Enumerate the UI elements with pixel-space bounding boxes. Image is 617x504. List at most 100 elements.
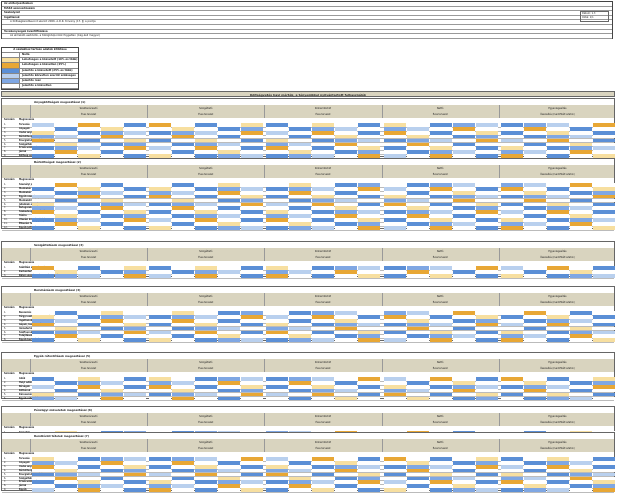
rating-cell[interactable]: [358, 322, 381, 327]
rating-cell[interactable]: [266, 218, 289, 222]
rating-cell[interactable]: [569, 123, 592, 127]
rating-cell[interactable]: [124, 322, 146, 327]
rating-cell[interactable]: [546, 130, 569, 135]
rating-cell[interactable]: [523, 269, 546, 274]
rating-cell[interactable]: [523, 468, 546, 473]
rating-cell[interactable]: [592, 142, 615, 147]
rating-cell[interactable]: [500, 314, 523, 319]
rating-cell[interactable]: [358, 377, 381, 381]
rating-cell[interactable]: [592, 218, 615, 222]
rating-cell[interactable]: [149, 468, 172, 473]
rating-cell[interactable]: [335, 266, 358, 270]
rating-cell[interactable]: [383, 206, 406, 211]
rating-cell[interactable]: [546, 146, 569, 151]
rating-cell[interactable]: [101, 457, 123, 461]
rating-cell[interactable]: [569, 138, 592, 143]
rating-cell[interactable]: [289, 480, 312, 485]
rating-cell[interactable]: [55, 198, 77, 203]
rating-cell[interactable]: [312, 326, 335, 331]
rating-cell[interactable]: [569, 142, 592, 147]
rating-cell[interactable]: [592, 460, 615, 465]
rating-cell[interactable]: [172, 206, 195, 211]
rating-cell[interactable]: [312, 126, 335, 131]
rating-cell[interactable]: [358, 146, 381, 151]
rating-cell[interactable]: [523, 377, 546, 381]
rating-cell[interactable]: [195, 314, 218, 319]
rating-cell[interactable]: [124, 154, 146, 158]
rating-cell[interactable]: [78, 472, 100, 477]
rating-cell[interactable]: [358, 472, 381, 477]
rating-cell[interactable]: [475, 214, 498, 218]
rating-cell[interactable]: [592, 484, 615, 489]
rating-cell[interactable]: [241, 218, 264, 222]
rating-cell[interactable]: [500, 273, 523, 278]
rating-cell[interactable]: [429, 392, 452, 397]
rating-cell[interactable]: [500, 388, 523, 393]
rating-cell[interactable]: [500, 266, 523, 270]
rating-cell[interactable]: [429, 396, 452, 401]
rating-cell[interactable]: [218, 377, 241, 381]
rating-cell[interactable]: [546, 488, 569, 492]
rating-cell[interactable]: [592, 396, 615, 401]
rating-cell[interactable]: [383, 186, 406, 191]
rating-cell[interactable]: [149, 154, 172, 158]
rating-cell[interactable]: [475, 396, 498, 401]
rating-cell[interactable]: [32, 377, 54, 381]
rating-cell[interactable]: [475, 218, 498, 222]
rating-cell[interactable]: [149, 338, 172, 343]
rating-cell[interactable]: [172, 468, 195, 473]
rating-cell[interactable]: [406, 460, 429, 465]
rating-cell[interactable]: [452, 464, 475, 469]
rating-cell[interactable]: [32, 318, 54, 323]
rating-cell[interactable]: [149, 225, 172, 230]
rating-cell[interactable]: [358, 488, 381, 492]
rating-cell[interactable]: [124, 225, 146, 230]
rating-cell[interactable]: [592, 330, 615, 335]
rating-cell[interactable]: [500, 194, 523, 199]
rating-cell[interactable]: [195, 330, 218, 335]
rating-cell[interactable]: [523, 460, 546, 465]
rating-cell[interactable]: [32, 384, 54, 389]
rating-cell[interactable]: [523, 266, 546, 270]
rating-cell[interactable]: [358, 311, 381, 315]
rating-cell[interactable]: [475, 206, 498, 211]
rating-cell[interactable]: [124, 476, 146, 481]
rating-cell[interactable]: [241, 311, 264, 315]
rating-cell[interactable]: [475, 146, 498, 151]
rating-cell[interactable]: [78, 269, 100, 274]
rating-cell[interactable]: [149, 388, 172, 393]
rating-cell[interactable]: [266, 198, 289, 203]
rating-cell[interactable]: [124, 202, 146, 207]
rating-cell[interactable]: [78, 273, 100, 278]
rating-cell[interactable]: [383, 225, 406, 230]
rating-cell[interactable]: [266, 269, 289, 274]
rating-cell[interactable]: [78, 266, 100, 270]
rating-cell[interactable]: [195, 338, 218, 343]
rating-cell[interactable]: [335, 206, 358, 211]
rating-cell[interactable]: [78, 396, 100, 401]
rating-cell[interactable]: [335, 202, 358, 207]
rating-cell[interactable]: [383, 269, 406, 274]
rating-cell[interactable]: [266, 388, 289, 393]
rating-cell[interactable]: [452, 388, 475, 393]
rating-cell[interactable]: [592, 273, 615, 278]
rating-cell[interactable]: [218, 146, 241, 151]
rating-cell[interactable]: [335, 198, 358, 203]
rating-cell[interactable]: [523, 134, 546, 139]
rating-cell[interactable]: [101, 384, 123, 389]
rating-cell[interactable]: [312, 392, 335, 397]
rating-cell[interactable]: [475, 472, 498, 477]
rating-cell[interactable]: [55, 460, 77, 465]
rating-cell[interactable]: [335, 377, 358, 381]
rating-cell[interactable]: [218, 210, 241, 215]
rating-cell[interactable]: [383, 338, 406, 343]
rating-cell[interactable]: [289, 190, 312, 195]
rating-cell[interactable]: [101, 480, 123, 485]
rating-cell[interactable]: [101, 190, 123, 195]
rating-cell[interactable]: [101, 269, 123, 274]
rating-cell[interactable]: [335, 123, 358, 127]
rating-cell[interactable]: [523, 334, 546, 339]
rating-cell[interactable]: [149, 134, 172, 139]
rating-cell[interactable]: [55, 214, 77, 218]
rating-cell[interactable]: [124, 218, 146, 222]
